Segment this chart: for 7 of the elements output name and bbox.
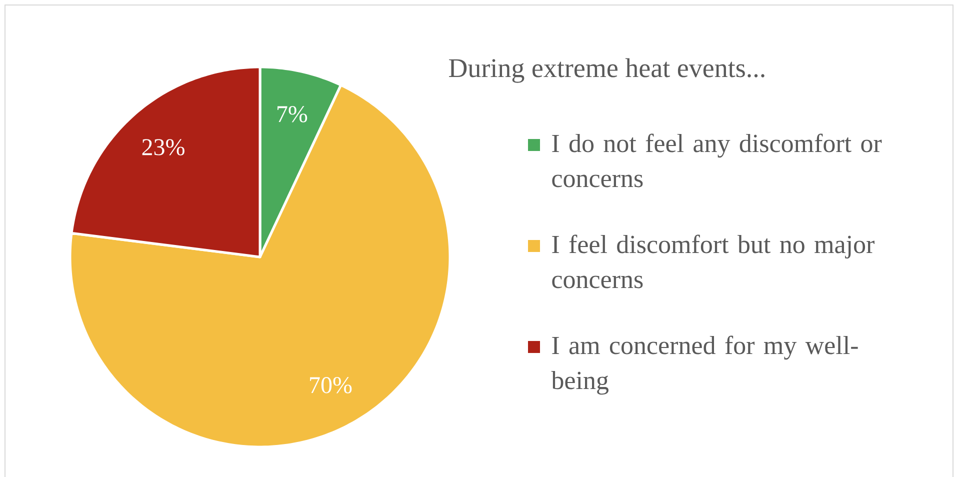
legend-label: I feel discomfort but no major concerns: [552, 234, 874, 288]
data-label: 23%: [142, 139, 184, 156]
data-label: 70%: [310, 377, 352, 394]
legend-label: I do not feel any discomfort or concerns: [552, 134, 882, 188]
data-label: 7%: [278, 106, 308, 122]
legend-label: I am concerned for my well-being: [551, 336, 858, 395]
legend-title: During extreme heat events...: [448, 58, 764, 83]
